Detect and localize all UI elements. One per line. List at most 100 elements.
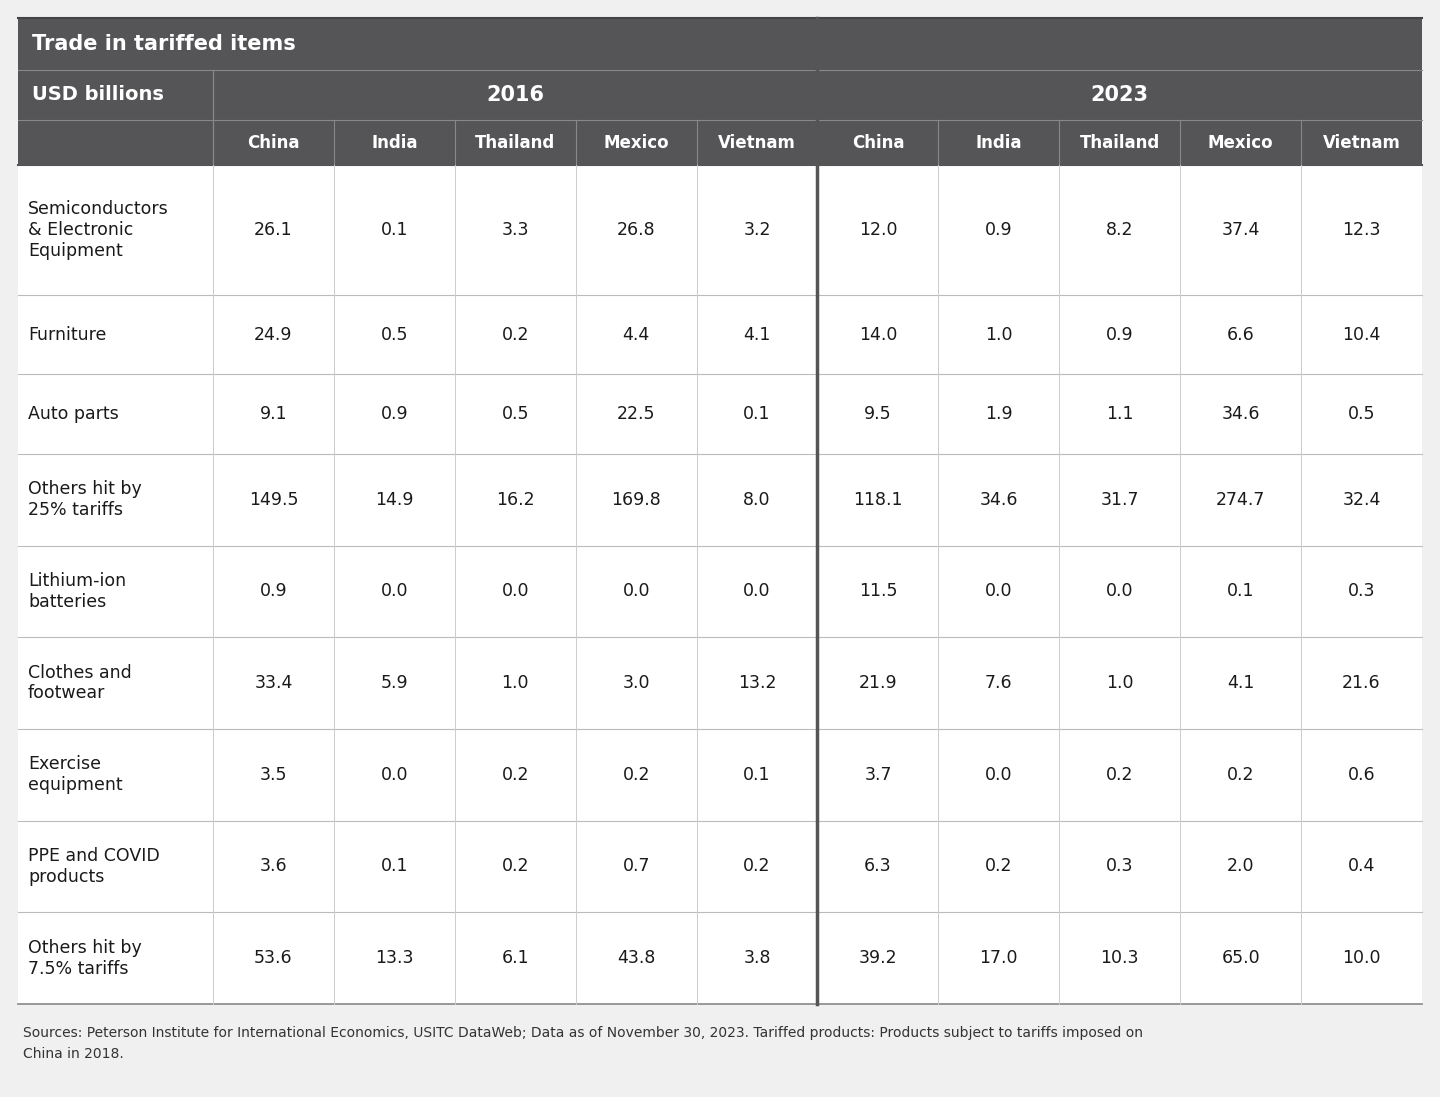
Text: 0.5: 0.5: [1348, 405, 1375, 423]
Text: 2016: 2016: [487, 84, 544, 105]
Text: 0.3: 0.3: [1106, 858, 1133, 875]
Text: 4.1: 4.1: [1227, 674, 1254, 692]
Bar: [17, 165, 1423, 1004]
Text: 14.9: 14.9: [374, 490, 413, 509]
Text: 6.3: 6.3: [864, 858, 891, 875]
Text: 0.0: 0.0: [985, 766, 1012, 783]
Text: PPE and COVID
products: PPE and COVID products: [27, 847, 160, 886]
Text: 34.6: 34.6: [979, 490, 1018, 509]
Text: 13.3: 13.3: [374, 949, 413, 968]
Text: 10.3: 10.3: [1100, 949, 1139, 968]
Text: Furniture: Furniture: [27, 326, 107, 343]
Text: 2.0: 2.0: [1227, 858, 1254, 875]
Text: Sources: Peterson Institute for International Economics, USITC DataWeb; Data as : Sources: Peterson Institute for Internat…: [23, 1026, 1143, 1061]
Text: 65.0: 65.0: [1221, 949, 1260, 968]
Text: 8.2: 8.2: [1106, 220, 1133, 239]
Text: Mexico: Mexico: [603, 134, 670, 151]
Text: 11.5: 11.5: [858, 583, 897, 600]
Text: 118.1: 118.1: [852, 490, 903, 509]
Text: 0.2: 0.2: [1106, 766, 1133, 783]
Text: 0.0: 0.0: [380, 583, 408, 600]
Text: 21.6: 21.6: [1342, 674, 1381, 692]
Text: Vietnam: Vietnam: [1322, 134, 1401, 151]
Text: 0.1: 0.1: [380, 858, 408, 875]
Text: 3.3: 3.3: [501, 220, 528, 239]
Text: USD billions: USD billions: [32, 86, 164, 104]
Text: 0.2: 0.2: [501, 766, 528, 783]
Text: 0.2: 0.2: [501, 858, 528, 875]
Text: Thailand: Thailand: [475, 134, 556, 151]
Text: 1.9: 1.9: [985, 405, 1012, 423]
Text: 0.1: 0.1: [743, 766, 770, 783]
Text: 1.1: 1.1: [1106, 405, 1133, 423]
Text: 13.2: 13.2: [737, 674, 776, 692]
Text: Semiconductors
& Electronic
Equipment: Semiconductors & Electronic Equipment: [27, 200, 168, 260]
Text: 1.0: 1.0: [1106, 674, 1133, 692]
Text: 6.6: 6.6: [1227, 326, 1254, 343]
Text: 22.5: 22.5: [616, 405, 655, 423]
Text: 53.6: 53.6: [253, 949, 292, 968]
Bar: [17, 18, 1423, 165]
Text: 14.0: 14.0: [858, 326, 897, 343]
Text: 0.2: 0.2: [743, 858, 770, 875]
Text: 0.9: 0.9: [259, 583, 287, 600]
Text: 9.1: 9.1: [259, 405, 287, 423]
Text: 10.4: 10.4: [1342, 326, 1381, 343]
Text: 24.9: 24.9: [255, 326, 292, 343]
Text: 5.9: 5.9: [380, 674, 408, 692]
Text: Vietnam: Vietnam: [719, 134, 796, 151]
Text: 0.0: 0.0: [1106, 583, 1133, 600]
Text: Auto parts: Auto parts: [27, 405, 118, 423]
Text: 4.1: 4.1: [743, 326, 770, 343]
Text: 33.4: 33.4: [255, 674, 292, 692]
Text: India: India: [372, 134, 418, 151]
Text: 39.2: 39.2: [858, 949, 897, 968]
Text: 0.9: 0.9: [985, 220, 1012, 239]
Text: 17.0: 17.0: [979, 949, 1018, 968]
Text: 8.0: 8.0: [743, 490, 770, 509]
Text: Thailand: Thailand: [1080, 134, 1159, 151]
Text: Exercise
equipment: Exercise equipment: [27, 756, 122, 794]
Text: 9.5: 9.5: [864, 405, 891, 423]
Text: 43.8: 43.8: [616, 949, 655, 968]
Text: Clothes and
footwear: Clothes and footwear: [27, 664, 131, 702]
Text: 10.0: 10.0: [1342, 949, 1381, 968]
Text: 0.4: 0.4: [1348, 858, 1375, 875]
Text: 1.0: 1.0: [501, 674, 528, 692]
Text: 21.9: 21.9: [858, 674, 897, 692]
Text: 26.1: 26.1: [253, 220, 292, 239]
Text: 0.6: 0.6: [1348, 766, 1375, 783]
Text: 0.0: 0.0: [501, 583, 528, 600]
Text: 3.8: 3.8: [743, 949, 770, 968]
Text: 37.4: 37.4: [1221, 220, 1260, 239]
Text: 3.5: 3.5: [259, 766, 287, 783]
Text: 0.0: 0.0: [985, 583, 1012, 600]
Text: Others hit by
25% tariffs: Others hit by 25% tariffs: [27, 480, 141, 519]
Text: 1.0: 1.0: [985, 326, 1012, 343]
Text: 0.1: 0.1: [380, 220, 408, 239]
Text: 149.5: 149.5: [249, 490, 298, 509]
Text: 3.0: 3.0: [622, 674, 649, 692]
Text: 3.6: 3.6: [259, 858, 287, 875]
Text: Mexico: Mexico: [1208, 134, 1273, 151]
Text: 3.7: 3.7: [864, 766, 891, 783]
Text: 12.3: 12.3: [1342, 220, 1381, 239]
Text: 34.6: 34.6: [1221, 405, 1260, 423]
Text: 26.8: 26.8: [616, 220, 655, 239]
Text: Trade in tariffed items: Trade in tariffed items: [32, 34, 295, 54]
Text: 0.2: 0.2: [622, 766, 649, 783]
Text: 16.2: 16.2: [495, 490, 534, 509]
Text: 7.6: 7.6: [985, 674, 1012, 692]
Text: 3.2: 3.2: [743, 220, 770, 239]
Text: 32.4: 32.4: [1342, 490, 1381, 509]
Text: 0.2: 0.2: [1227, 766, 1254, 783]
Text: 0.1: 0.1: [743, 405, 770, 423]
Text: China: China: [248, 134, 300, 151]
Text: 0.9: 0.9: [1106, 326, 1133, 343]
Text: 6.1: 6.1: [501, 949, 528, 968]
Text: 0.5: 0.5: [380, 326, 408, 343]
Text: 169.8: 169.8: [611, 490, 661, 509]
Text: India: India: [976, 134, 1022, 151]
Text: 4.4: 4.4: [622, 326, 649, 343]
Text: Others hit by
7.5% tariffs: Others hit by 7.5% tariffs: [27, 939, 141, 977]
